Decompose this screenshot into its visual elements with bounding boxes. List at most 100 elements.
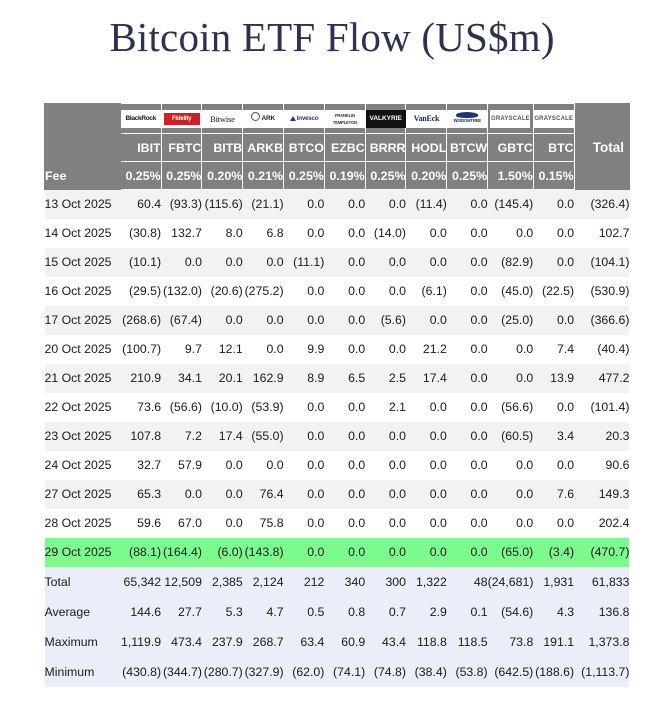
- cell-btc: 0.0: [533, 392, 575, 422]
- cell-fbtc: 132.7: [161, 218, 202, 248]
- cell-arkb: 162.9: [242, 363, 284, 393]
- cell-hodl: 0.0: [405, 421, 447, 451]
- cell-hodl: 0.0: [405, 305, 447, 335]
- cell-fbtc: 9.7: [161, 334, 202, 364]
- summary-cell-btco: (62.0): [283, 656, 325, 687]
- summary-cell-brrr: (74.8): [365, 656, 406, 687]
- fee-btco: 0.25%: [283, 161, 325, 190]
- summary-cell-ibit: 1,119.9: [120, 626, 162, 657]
- summary-cell-total: 61,833: [574, 566, 630, 597]
- table-body: 13 Oct 2025 60.4 (93.3) (115.6) (21.1) 0.0 0.0…: [44, 189, 630, 567]
- summary-label: Minimum: [44, 656, 121, 687]
- summary-cell-hodl: 1,322: [405, 566, 447, 597]
- fee-arkb: 0.21%: [242, 161, 285, 190]
- cell-gbtc: (82.9): [487, 247, 534, 277]
- column-header-btc: BTC: [532, 133, 575, 162]
- cell-ezbc: 0.0: [324, 450, 366, 480]
- cell-bitb: 0.0: [201, 247, 243, 277]
- cell-btc: (22.5): [533, 276, 575, 306]
- summary-label: Average: [44, 596, 121, 627]
- summary-cell-brrr: 0.7: [365, 596, 406, 627]
- summary-cell-fbtc: 473.4: [161, 626, 202, 657]
- cell-bitb: (6.0): [201, 537, 243, 567]
- cell-ezbc: 0.0: [324, 508, 366, 538]
- cell-ibit: 73.6: [120, 392, 162, 422]
- cell-fbtc: 67.0: [161, 508, 202, 538]
- cell-fbtc: (67.4): [161, 305, 202, 335]
- cell-gbtc: 0.0: [487, 450, 534, 480]
- cell-total: 202.4: [574, 508, 630, 538]
- logo-row-total-spacer: [573, 103, 630, 134]
- cell-hodl: (11.4): [405, 189, 447, 219]
- cell-bitb: 20.1: [201, 363, 243, 393]
- logo-row-corner: [44, 103, 121, 134]
- cell-hodl: 0.0: [405, 247, 447, 277]
- cell-btco: 9.9: [283, 334, 325, 364]
- cell-brrr: 0.0: [365, 537, 406, 567]
- column-header-hodl: HODL: [405, 133, 448, 162]
- fee-fbtc: 0.25%: [160, 161, 203, 190]
- summary-cell-arkb: 268.7: [242, 626, 284, 657]
- cell-btc: (3.4): [533, 537, 575, 567]
- vaneck-logo: VanEck: [405, 103, 448, 134]
- cell-gbtc: (65.0): [487, 537, 534, 567]
- summary-cell-total: (1,113.7): [574, 656, 630, 687]
- summary-cell-btc: (188.6): [533, 656, 575, 687]
- cell-ezbc: 0.0: [324, 276, 366, 306]
- cell-gbtc: 0.0: [487, 334, 534, 364]
- cell-ezbc: 0.0: [324, 421, 366, 451]
- column-header-bitb: BITB: [201, 133, 244, 162]
- cell-btco: 0.0: [283, 479, 325, 509]
- summary-cell-arkb: 2,124: [242, 566, 284, 597]
- cell-total: 102.7: [574, 218, 630, 248]
- cell-btco: 0.0: [283, 508, 325, 538]
- summary-cell-hodl: 118.8: [405, 626, 447, 657]
- cell-btco: 8.9: [283, 363, 325, 393]
- cell-btcw: 0.0: [446, 218, 488, 248]
- fee-row-total-spacer: [573, 161, 630, 190]
- cell-ibit: 59.6: [120, 508, 162, 538]
- cell-ezbc: 0.0: [324, 189, 366, 219]
- cell-arkb: 0.0: [242, 305, 284, 335]
- cell-arkb: (143.8): [242, 537, 284, 567]
- table-row: 29 Oct 2025 (88.1) (164.4) (6.0) (143.8) 0.0 0…: [44, 537, 630, 567]
- summary-cell-ibit: 144.6: [120, 596, 162, 627]
- summary-cell-arkb: 4.7: [242, 596, 284, 627]
- cell-gbtc: (45.0): [487, 276, 534, 306]
- cell-arkb: (21.1): [242, 189, 284, 219]
- cell-btcw: 0.0: [446, 276, 488, 306]
- ticker-row-corner: [44, 133, 121, 162]
- cell-bitb: 0.0: [201, 305, 243, 335]
- bitcoin-etf-flow-table-container: BlackRock Fidelity Bitwise ARK Invesco FRANKL…: [44, 103, 630, 687]
- cell-brrr: 0.0: [365, 189, 406, 219]
- table-row: 27 Oct 2025 65.3 0.0 0.0 76.4 0.0 0.0 0.0 0.0 0.0…: [44, 479, 630, 509]
- summary-cell-bitb: 5.3: [201, 596, 243, 627]
- grayscale-logo: GRAYSCALE: [532, 103, 575, 134]
- cell-fbtc: 34.1: [161, 363, 202, 393]
- cell-fbtc: 7.2: [161, 421, 202, 451]
- cell-gbtc: 0.0: [487, 508, 534, 538]
- issuer-logo-row: BlackRock Fidelity Bitwise ARK Invesco FRANKL…: [44, 103, 630, 134]
- row-date: 14 Oct 2025: [44, 218, 121, 248]
- summary-cell-btcw: 118.5: [446, 626, 488, 657]
- column-header-gbtc: GBTC: [487, 133, 534, 162]
- cell-brrr: 0.0: [365, 508, 406, 538]
- summary-cell-total: 136.8: [574, 596, 630, 627]
- table-row: 17 Oct 2025 (268.6) (67.4) 0.0 0.0 0.0 0.0 (5.6…: [44, 305, 630, 335]
- cell-ibit: 210.9: [120, 363, 162, 393]
- cell-gbtc: (25.0): [487, 305, 534, 335]
- invesco-logo: Invesco: [283, 103, 325, 134]
- row-date: 23 Oct 2025: [44, 421, 121, 451]
- cell-ibit: 60.4: [120, 189, 162, 219]
- row-date: 27 Oct 2025: [44, 479, 121, 509]
- cell-brrr: 0.0: [365, 276, 406, 306]
- table-row: 28 Oct 2025 59.6 67.0 0.0 75.8 0.0 0.0 0.0 0.0 0.…: [44, 508, 630, 538]
- cell-btcw: 0.0: [446, 334, 488, 364]
- cell-total: 20.3: [574, 421, 630, 451]
- cell-bitb: 8.0: [201, 218, 243, 248]
- cell-btcw: 0.0: [446, 508, 488, 538]
- fee-gbtc: 1.50%: [487, 161, 534, 190]
- column-header-fbtc: FBTC: [160, 133, 203, 162]
- row-date: 16 Oct 2025: [44, 276, 121, 306]
- cell-arkb: 0.0: [242, 450, 284, 480]
